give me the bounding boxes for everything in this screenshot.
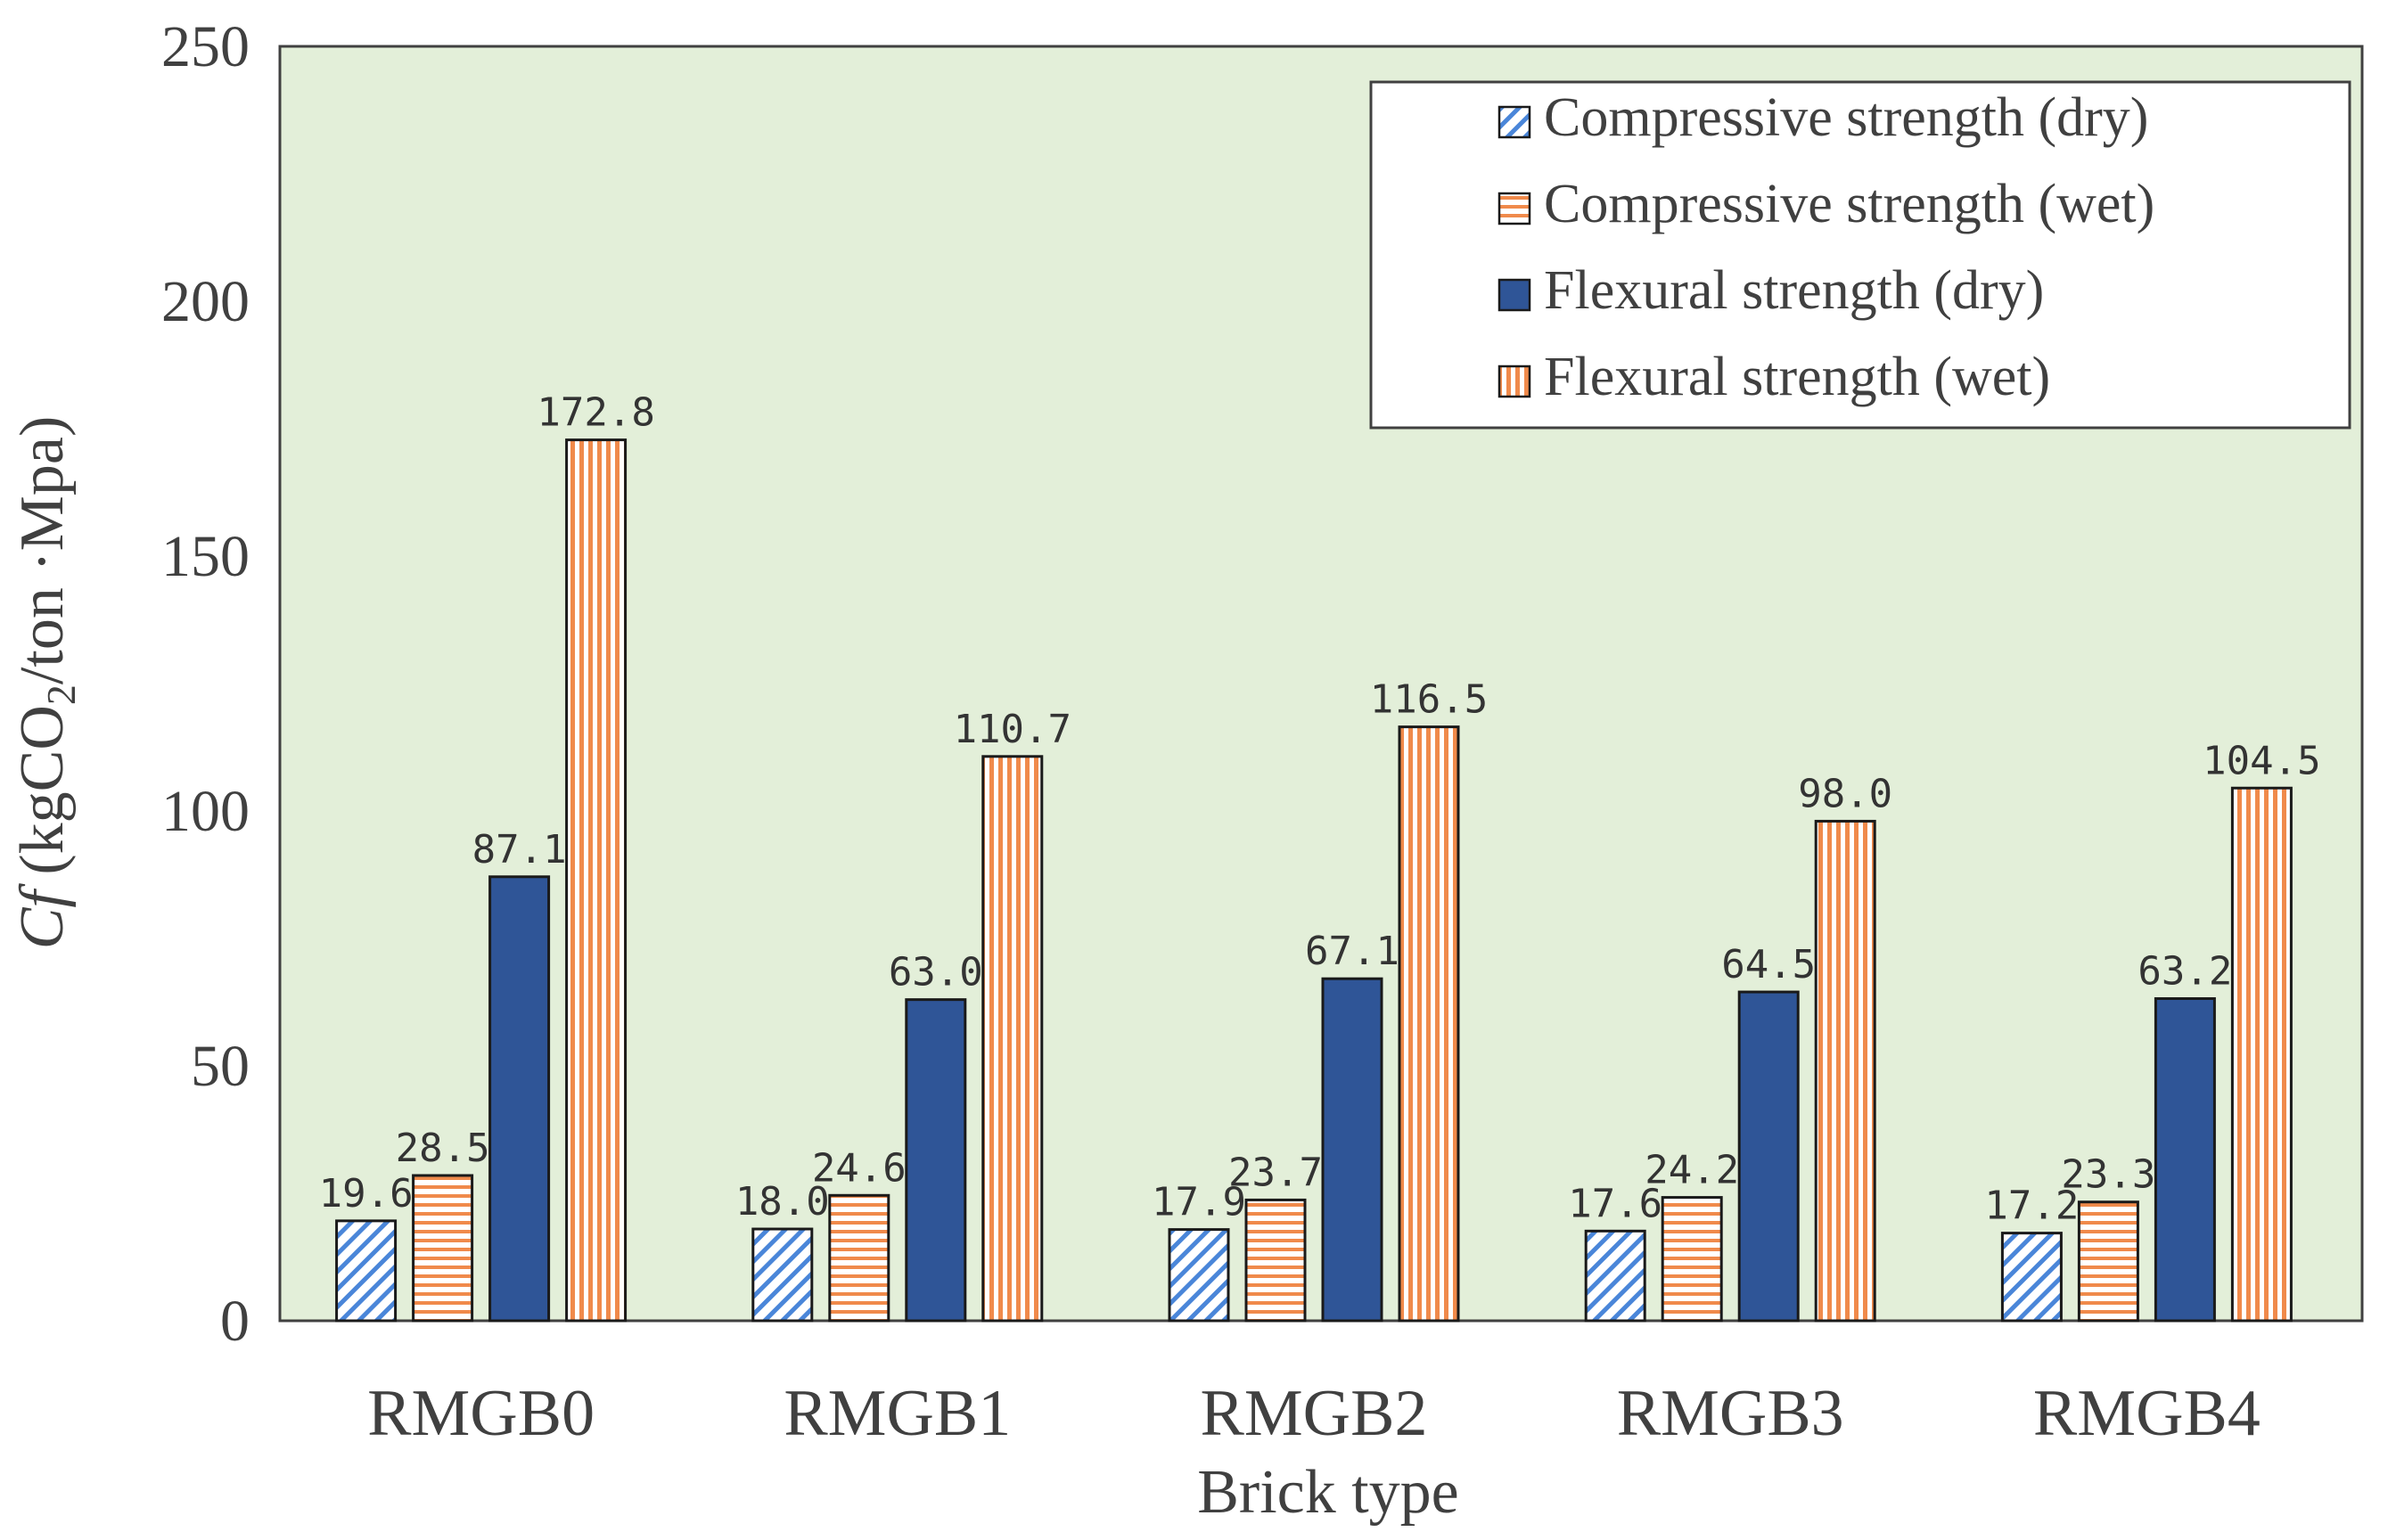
data-label: 110.7 — [954, 707, 1071, 752]
data-label: 87.1 — [472, 827, 567, 872]
legend-label: Flexural strength (wet) — [1544, 347, 2050, 407]
y-tick-label: 200 — [161, 269, 250, 334]
data-label: 23.3 — [2061, 1152, 2155, 1198]
bar-rmgb1-series-4 — [981, 755, 1044, 1323]
data-label: 104.5 — [2203, 738, 2320, 783]
bar-rmgb4-series-3 — [2154, 996, 2216, 1323]
data-label: 116.5 — [1370, 677, 1488, 723]
bar-rmgb0-series-3 — [488, 875, 551, 1323]
x-category-label: RMGB2 — [1201, 1377, 1428, 1450]
y-axis-unit-subscript: 2 — [38, 684, 84, 705]
legend: Compressive strength (dry) Compressive st… — [1369, 80, 2351, 430]
legend-swatch — [1498, 105, 1531, 139]
y-tick-label: 250 — [161, 14, 250, 79]
bar-rmgb3-series-4 — [1814, 819, 1876, 1323]
bar-rmgb4-series-1 — [2000, 1232, 2063, 1323]
data-label: 63.0 — [889, 950, 983, 995]
bar-rmgb3-series-1 — [1584, 1229, 1646, 1323]
y-tick-label: 150 — [161, 524, 250, 589]
bar-rmgb0-series-4 — [565, 438, 628, 1323]
y-axis-unit-suffix: /ton ·Mpa) — [8, 416, 77, 684]
bar-rmgb2-series-4 — [1398, 725, 1460, 1323]
bar-rmgb2-series-2 — [1244, 1198, 1307, 1323]
data-label: 24.6 — [812, 1145, 907, 1191]
legend-label: Compressive strength (wet) — [1544, 174, 2154, 234]
bar-rmgb0-series-2 — [412, 1174, 474, 1323]
data-label: 67.1 — [1305, 929, 1399, 974]
y-tick-label: 0 — [220, 1289, 250, 1354]
data-label: 98.0 — [1798, 771, 1892, 816]
data-label: 23.7 — [1228, 1150, 1323, 1195]
data-label: 64.5 — [1721, 942, 1816, 987]
y-axis-unit-prefix: (kgCO — [8, 705, 77, 890]
data-label: 18.0 — [735, 1179, 830, 1225]
bar-rmgb1-series-2 — [828, 1193, 890, 1323]
bar-rmgb3-series-2 — [1661, 1196, 1723, 1323]
bar-rmgb4-series-4 — [2230, 786, 2293, 1323]
x-category-label: RMGB1 — [784, 1377, 1011, 1450]
bar-rmgb3-series-3 — [1737, 990, 1800, 1323]
legend-swatch — [1498, 192, 1531, 225]
legend-swatch — [1498, 365, 1531, 398]
y-axis-ticks: 0 50 100 150 200 250 — [161, 14, 250, 1354]
data-label: 17.6 — [1568, 1181, 1662, 1226]
legend-label: Flexural strength (dry) — [1544, 260, 2044, 321]
y-tick-label: 100 — [161, 779, 250, 844]
legend-label: Compressive strength (dry) — [1544, 87, 2148, 148]
bar-rmgb1-series-3 — [905, 998, 967, 1323]
data-label: 17.9 — [1152, 1180, 1246, 1225]
data-label: 24.2 — [1645, 1148, 1739, 1193]
data-label: 63.2 — [2138, 948, 2232, 994]
x-category-label: RMGB3 — [1617, 1377, 1844, 1450]
y-tick-label: 50 — [191, 1034, 250, 1099]
data-label: 28.5 — [396, 1126, 490, 1171]
x-category-label: RMGB0 — [367, 1377, 595, 1450]
bar-rmgb2-series-1 — [1168, 1228, 1230, 1323]
data-label: 17.2 — [1984, 1184, 2079, 1229]
data-labels-group: 19.628.587.1172.818.024.663.0110.717.923… — [319, 390, 2321, 1229]
x-axis-title: Brick type — [1197, 1458, 1459, 1527]
bar-rmgb1-series-1 — [751, 1227, 814, 1323]
data-label: 172.8 — [537, 390, 654, 436]
data-label: 19.6 — [319, 1171, 414, 1216]
bar-rmgb4-series-2 — [2077, 1200, 2139, 1323]
bar-rmgb2-series-3 — [1321, 977, 1383, 1323]
bars-group — [335, 438, 2293, 1323]
x-category-label: RMGB4 — [2033, 1377, 2261, 1450]
bar-rmgb0-series-1 — [335, 1219, 398, 1323]
legend-swatch — [1498, 278, 1531, 312]
legend-box — [1369, 80, 2351, 430]
y-axis-title: Cf (kgCO2/ton ·Mpa) — [8, 416, 84, 950]
y-axis-symbol: Cf — [8, 883, 77, 950]
x-axis-categories: RMGB0 RMGB1 RMGB2 RMGB3 RMGB4 — [367, 1377, 2261, 1450]
